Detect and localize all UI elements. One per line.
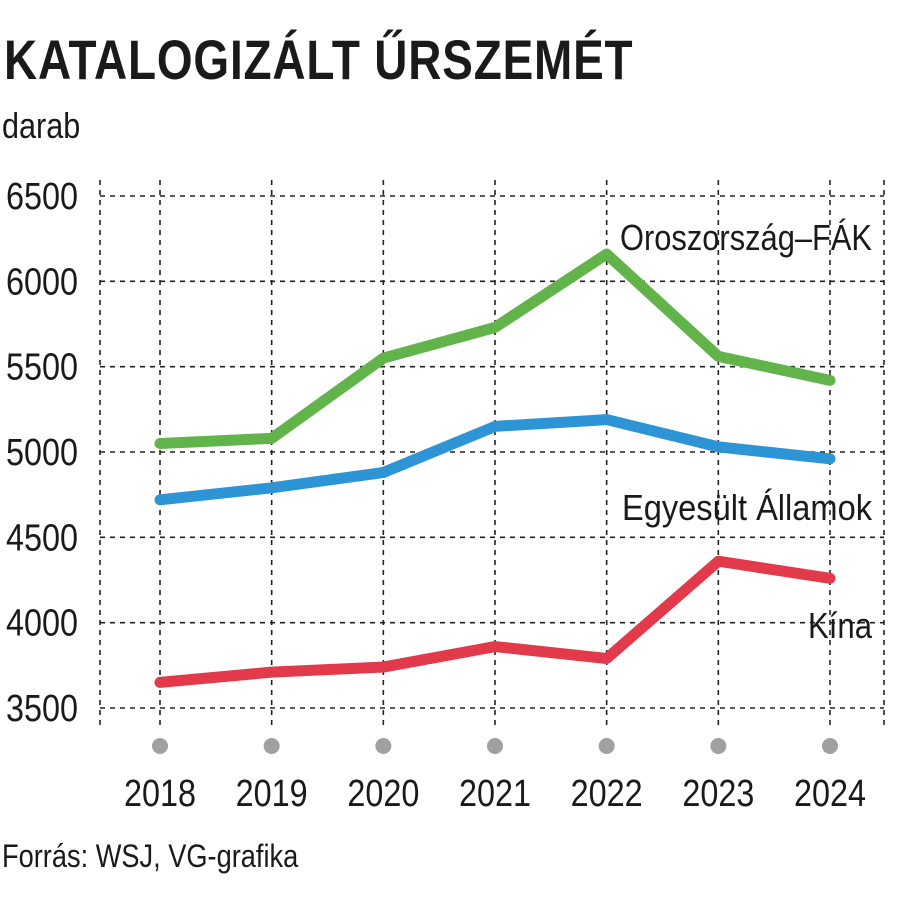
x-tick-marker (710, 738, 727, 754)
y-axis: 3500 4000 4500 5000 5500 6000 6500 (6, 176, 78, 730)
y-tick-label: 5500 (6, 347, 78, 389)
x-tick-label: 2018 (124, 773, 196, 815)
y-tick-label: 3500 (6, 688, 78, 730)
y-tick-label: 4500 (6, 517, 78, 559)
series-line-1 (154, 414, 836, 506)
x-tick-label: 2022 (571, 773, 643, 815)
x-tick-marker (598, 738, 615, 754)
series-label-russia: Oroszország–FÁK (620, 217, 872, 258)
series-line-0 (154, 248, 836, 449)
series-label-china: Kína (808, 605, 873, 646)
y-tick-label: 5000 (6, 432, 78, 474)
x-tick-label: 2024 (794, 773, 866, 815)
series-line-2 (154, 555, 836, 688)
x-tick-marker (263, 738, 280, 754)
chart-title: KATALOGIZÁLT ŰRSZEMÉT (4, 28, 634, 91)
x-tick-label: 2023 (682, 773, 754, 815)
y-tick-label: 6500 (6, 176, 78, 218)
x-tick-marker (152, 738, 168, 754)
x-tick-marker (487, 738, 503, 754)
x-tick-label: 2020 (347, 773, 419, 815)
x-tick-marker (822, 738, 838, 754)
x-tick-marker (375, 738, 392, 754)
unit-label: darab (2, 105, 81, 146)
chart-grid (99, 180, 885, 726)
y-tick-label: 4000 (6, 603, 78, 645)
series-lines (154, 248, 836, 688)
source-note: Forrás: WSJ, VG-grafika (2, 838, 299, 874)
x-tick-label: 2021 (459, 773, 531, 815)
y-tick-label: 6000 (6, 261, 78, 303)
x-tick-label: 2019 (236, 773, 308, 815)
x-axis: 2018 2019 2020 2021 2022 2023 2024 (124, 738, 866, 815)
series-label-usa: Egyesült Államok (622, 487, 873, 528)
